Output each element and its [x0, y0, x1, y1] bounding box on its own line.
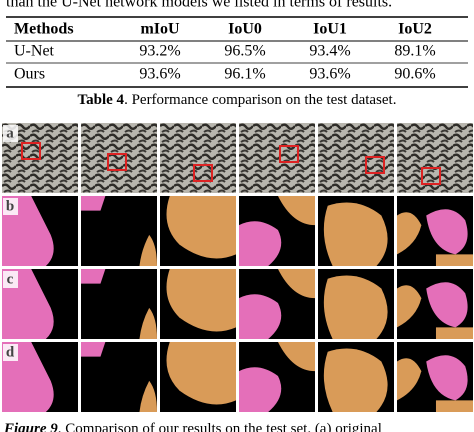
figure-panel	[160, 123, 236, 193]
segment-region	[323, 202, 388, 266]
highlight-box	[107, 153, 127, 171]
highlight-box	[279, 145, 299, 163]
figure-panel	[160, 342, 236, 412]
figure-caption: Figure 9. Comparison of our results on t…	[3, 421, 382, 432]
figure-panel	[160, 196, 236, 266]
segment-region	[139, 307, 157, 339]
panel-label: d	[6, 344, 15, 360]
panel-image	[239, 123, 315, 193]
segment-region	[277, 196, 315, 226]
figure-panel	[318, 342, 394, 412]
panel-label-bg	[3, 198, 18, 215]
panel-label-bg	[3, 271, 18, 288]
table-cell: 96.5%	[224, 43, 265, 60]
segment-region	[139, 380, 157, 412]
segment-region	[277, 269, 315, 299]
table-cell: 89.1%	[394, 43, 435, 60]
segment-region	[166, 196, 236, 259]
intro-text: than the U-Net network models we listed …	[6, 0, 392, 11]
figure-panel	[81, 269, 157, 339]
panel-label: c	[7, 271, 14, 287]
segment-region	[397, 285, 422, 328]
panel-image	[397, 123, 473, 193]
panel-image	[81, 123, 157, 193]
segment-region	[81, 269, 106, 284]
segment-region	[81, 196, 106, 211]
panel-label-bg	[3, 344, 18, 361]
segment-region	[435, 327, 473, 339]
panel-label-bg	[3, 125, 18, 142]
segment-region	[397, 358, 422, 401]
table-cell: 90.6%	[394, 66, 435, 83]
segment-region	[323, 348, 388, 412]
panel-label: a	[6, 125, 14, 141]
caption-label: Table 4	[78, 92, 125, 108]
segment-region	[239, 294, 282, 339]
segment-region	[239, 367, 282, 412]
table-header: mIoU	[140, 21, 180, 38]
table-header: IoU2	[398, 21, 432, 38]
figure-panel	[397, 196, 473, 266]
segment-region	[426, 355, 468, 401]
figure-panel	[81, 196, 157, 266]
table-header: Methods	[14, 21, 74, 38]
table-caption: Table 4. Performance comparison on the t…	[78, 92, 397, 108]
figure-panel	[318, 269, 394, 339]
panel-label: b	[6, 198, 14, 214]
table-cell: 93.6%	[139, 66, 180, 83]
table-cell: 96.1%	[224, 66, 265, 83]
segment-region	[81, 342, 106, 357]
segment-region	[166, 269, 236, 332]
segment-region	[397, 212, 422, 255]
table-cell: U-Net	[14, 43, 55, 60]
segment-region	[139, 234, 157, 266]
segment-region	[426, 282, 468, 328]
caption-text: . Comparison of our results on the test …	[58, 421, 382, 432]
highlight-box	[193, 164, 213, 182]
segment-region	[435, 400, 473, 412]
highlight-box	[365, 156, 385, 174]
segment-region	[277, 342, 315, 372]
table-cell: 93.2%	[139, 43, 180, 60]
figure-panel	[397, 123, 473, 193]
figure-panel	[81, 123, 157, 193]
panel-image	[160, 123, 236, 193]
figure-panel	[81, 342, 157, 412]
segment-region	[239, 221, 282, 266]
table-header: IoU0	[228, 21, 262, 38]
table-cell: 93.6%	[309, 66, 350, 83]
figure-panel	[318, 123, 394, 193]
figure-panel	[397, 342, 473, 412]
segment-region	[426, 209, 468, 255]
highlight-box	[21, 142, 41, 160]
segment-region	[435, 254, 473, 266]
highlight-box	[421, 167, 441, 185]
table-header: IoU1	[313, 21, 347, 38]
table-cell: 93.4%	[309, 43, 350, 60]
segment-region	[323, 275, 388, 339]
figure-panel	[239, 123, 315, 193]
caption-label: Figure 9	[3, 421, 58, 432]
figure-panel	[397, 269, 473, 339]
figure-panel	[239, 269, 315, 339]
table-cell: Ours	[14, 66, 45, 83]
segment-region	[166, 342, 236, 405]
figure-panel	[318, 196, 394, 266]
figure-panel	[239, 196, 315, 266]
caption-text: . Performance comparison on the test dat…	[124, 92, 396, 108]
figure-panel	[239, 342, 315, 412]
figure-panel	[160, 269, 236, 339]
